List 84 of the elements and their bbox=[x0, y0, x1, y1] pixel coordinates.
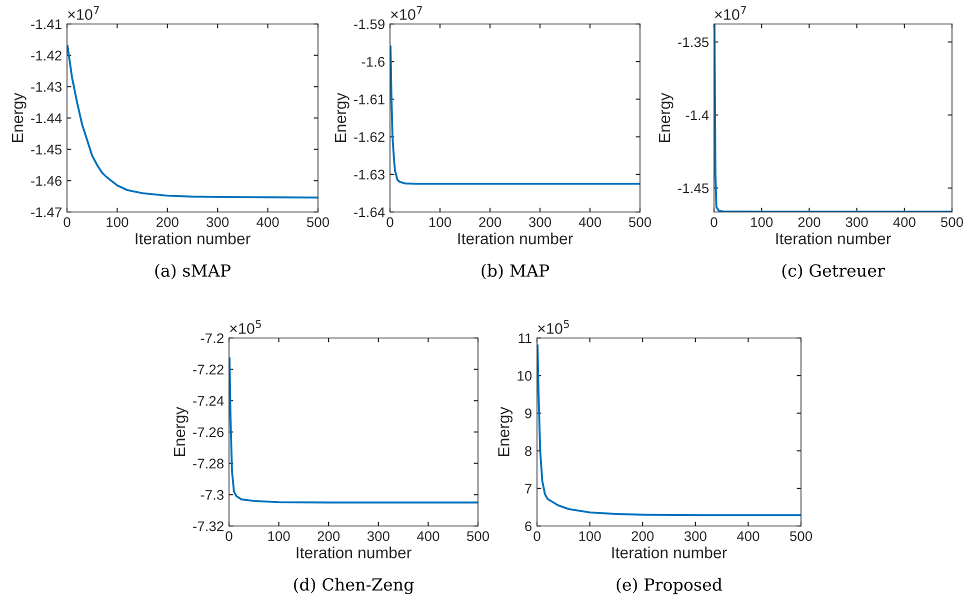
line-series bbox=[390, 46, 640, 185]
x-tick-label: 400 bbox=[416, 531, 440, 542]
text: ×10$^{7}$ bbox=[68, 6, 99, 20]
x-tick-label: 400 bbox=[256, 217, 279, 228]
y-tick-label: 6 bbox=[525, 521, 532, 532]
x-tick-label: 200 bbox=[479, 217, 502, 228]
y-tick-label: -7.24 bbox=[193, 396, 224, 406]
x-tick-label: 0 bbox=[226, 531, 232, 542]
y-tick-label: -7.3 bbox=[200, 490, 224, 500]
y-tick-label: -1.47 bbox=[31, 207, 62, 218]
x-tick-label: 400 bbox=[736, 531, 760, 542]
y-tick-label: -1.46 bbox=[31, 176, 62, 186]
y-tick-label: -7.32 bbox=[193, 521, 224, 532]
text: (c) Getreuer bbox=[782, 264, 885, 280]
y-tick-label: -7.26 bbox=[193, 427, 224, 438]
x-axis-title: Iteration number bbox=[776, 232, 891, 244]
x-tick-label: 500 bbox=[628, 217, 652, 228]
x-tick-label: 500 bbox=[306, 217, 330, 228]
x-tick-label: 0 bbox=[710, 217, 718, 228]
x-tick-label: 0 bbox=[534, 531, 540, 542]
x-axis-title: Iteration number bbox=[612, 546, 727, 558]
x-tick-label: 400 bbox=[578, 217, 602, 228]
x-tick-label: 100 bbox=[268, 531, 290, 542]
x-axis-title: Iteration number bbox=[458, 232, 573, 244]
text: (b) MAP bbox=[482, 264, 550, 280]
x-tick-label: 100 bbox=[751, 217, 773, 228]
y-tick-label: 10 bbox=[518, 370, 532, 381]
y-tick-label: 7 bbox=[525, 484, 532, 494]
text: ×10$^{5}$ bbox=[230, 320, 261, 334]
y-tick-label: -1.64 bbox=[354, 207, 385, 218]
y-axis-title: Energy bbox=[498, 406, 513, 456]
y-tick-label: -1.59 bbox=[354, 19, 384, 30]
y-tick-label: -1.43 bbox=[31, 82, 62, 92]
y-tick-label: 8 bbox=[525, 446, 532, 456]
line-series bbox=[714, 24, 952, 212]
y-tick-label: -1.45 bbox=[31, 144, 62, 155]
x-tick-label: 100 bbox=[106, 217, 128, 228]
y-tick-label: -7.22 bbox=[193, 364, 224, 374]
y-tick-label: -1.4 bbox=[686, 110, 709, 120]
line-series bbox=[537, 344, 801, 516]
x-tick-label: 200 bbox=[156, 217, 178, 228]
y-tick-label: 9 bbox=[525, 408, 532, 418]
x-tick-label: 0 bbox=[386, 217, 394, 228]
x-tick-label: 400 bbox=[893, 217, 916, 228]
y-tick-label: -1.35 bbox=[678, 37, 709, 48]
y-tick-label: -1.63 bbox=[354, 170, 385, 180]
y-tick-label: -7.2 bbox=[200, 333, 224, 344]
text: ×10$^{5}$ bbox=[538, 320, 569, 334]
x-tick-label: 200 bbox=[798, 217, 820, 228]
x-tick-label: 200 bbox=[632, 531, 654, 542]
y-axis-title: Energy bbox=[12, 92, 26, 142]
x-tick-label: 0 bbox=[64, 217, 70, 228]
x-tick-label: 200 bbox=[318, 531, 340, 542]
y-tick-label: -7.28 bbox=[193, 458, 224, 469]
x-axis-title: Iteration number bbox=[296, 546, 412, 558]
x-tick-label: 300 bbox=[206, 217, 229, 228]
text: ×10$^{7}$ bbox=[715, 6, 746, 20]
y-tick-label: 11 bbox=[518, 333, 532, 344]
y-axis-title: Energy bbox=[174, 406, 188, 456]
x-tick-label: 300 bbox=[846, 217, 868, 228]
x-tick-label: 500 bbox=[940, 217, 964, 228]
text: ×10$^{7}$ bbox=[391, 6, 422, 20]
x-tick-label: 100 bbox=[579, 531, 601, 542]
x-tick-label: 300 bbox=[528, 217, 552, 228]
y-tick-label: -1.44 bbox=[31, 113, 62, 124]
x-tick-label: 500 bbox=[790, 531, 812, 542]
y-tick-label: -1.41 bbox=[31, 19, 62, 30]
text: (e) Proposed bbox=[616, 578, 722, 594]
y-tick-label: -1.6 bbox=[362, 56, 385, 67]
x-tick-label: 300 bbox=[367, 531, 390, 542]
line-series bbox=[229, 357, 478, 504]
text: (d) Chen-Zeng bbox=[294, 578, 414, 594]
y-tick-label: -1.61 bbox=[354, 94, 384, 104]
y-axis-title: Energy bbox=[659, 92, 674, 142]
x-tick-label: 100 bbox=[429, 217, 452, 228]
y-tick-label: -1.62 bbox=[354, 132, 384, 142]
y-tick-label: -1.45 bbox=[678, 184, 709, 194]
y-tick-label: -1.42 bbox=[31, 50, 62, 60]
x-axis-title: Iteration number bbox=[136, 232, 250, 244]
x-tick-label: 500 bbox=[466, 531, 490, 542]
x-tick-label: 300 bbox=[684, 531, 706, 542]
y-axis-title: Energy bbox=[335, 92, 350, 142]
text: (a) sMAP bbox=[155, 264, 230, 280]
line-series bbox=[67, 44, 318, 199]
